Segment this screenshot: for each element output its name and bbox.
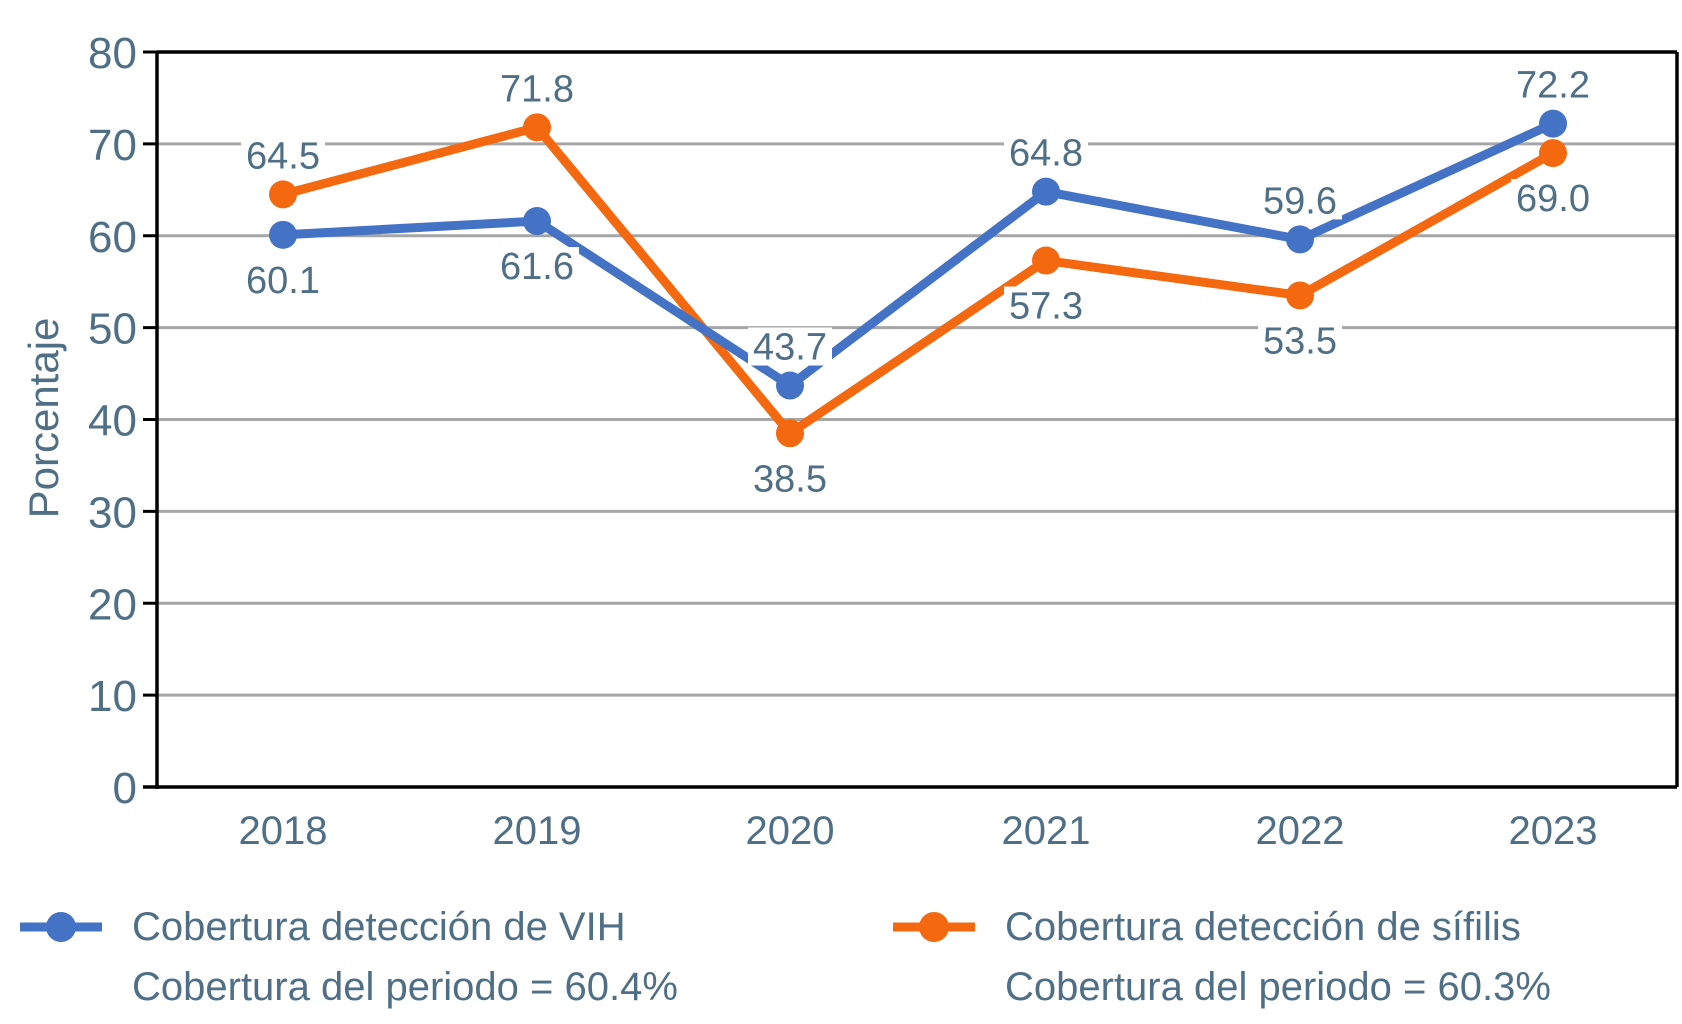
data-point-vih xyxy=(776,371,804,400)
data-label-bg xyxy=(1258,181,1342,220)
legend-label: Cobertura detección de sífilis xyxy=(1005,905,1521,949)
y-tick-label: 50 xyxy=(88,305,137,354)
x-tick-labels: 2018 2019 2020 2021 2022 2023 xyxy=(239,809,1598,853)
x-tick-label: 2018 xyxy=(239,809,328,853)
data-point-sifilis xyxy=(269,180,297,209)
y-tick-label: 0 xyxy=(113,764,137,813)
data-label: 60.1 xyxy=(246,260,320,302)
data-point-vih xyxy=(1032,177,1060,206)
gridlines xyxy=(157,142,1677,697)
data-label-bg xyxy=(241,136,325,175)
legend: Cobertura detección de VIH Cobertura del … xyxy=(20,905,1551,1009)
data-label-bg xyxy=(495,247,579,286)
data-point-sifilis xyxy=(523,113,551,142)
legend-marker-icon xyxy=(919,912,949,942)
legend-subtitle: Cobertura del periodo = 60.4% xyxy=(132,965,678,1009)
y-tick-label: 30 xyxy=(88,488,137,537)
data-label-bg xyxy=(1511,65,1595,104)
data-point-vih xyxy=(269,220,297,249)
y-tick-label: 70 xyxy=(88,121,137,170)
data-label-bg xyxy=(748,459,832,498)
x-tick-label: 2022 xyxy=(1256,809,1345,853)
y-tick-label: 60 xyxy=(88,213,137,262)
data-label: 53.5 xyxy=(1263,320,1337,362)
data-label: 69.0 xyxy=(1516,178,1590,220)
data-point-sifilis xyxy=(776,419,804,448)
data-label-bg xyxy=(241,260,325,299)
y-axis-title: Porcentaje xyxy=(20,318,67,519)
data-point-vih xyxy=(1286,225,1314,254)
y-tick-labels: 0 10 20 30 40 50 60 70 80 xyxy=(88,29,137,813)
series-lines xyxy=(269,109,1567,448)
x-tick-label: 2020 xyxy=(746,809,835,853)
data-label: 38.5 xyxy=(753,458,827,500)
y-tick-label: 80 xyxy=(88,29,137,78)
data-label-bg xyxy=(1004,286,1088,325)
data-label: 59.6 xyxy=(1263,180,1337,222)
data-point-vih xyxy=(523,207,551,236)
data-label: 72.2 xyxy=(1516,65,1590,107)
legend-item-sifilis: Cobertura detección de sífilis Cobertura … xyxy=(893,905,1551,1009)
data-label: 61.6 xyxy=(500,246,574,288)
data-label-bg xyxy=(1004,133,1088,172)
data-label-bg xyxy=(1258,321,1342,360)
y-tick-label: 20 xyxy=(88,580,137,629)
data-label-bg xyxy=(1511,179,1595,218)
legend-subtitle: Cobertura del periodo = 60.3% xyxy=(1005,965,1551,1009)
data-point-sifilis xyxy=(1539,139,1567,168)
data-label: 57.3 xyxy=(1009,286,1083,328)
legend-marker-icon xyxy=(46,912,76,942)
y-tick-label: 10 xyxy=(88,672,137,721)
data-point-sifilis xyxy=(1032,246,1060,275)
data-labels: 60.1 61.6 43.7 64.8 59.6 72.2 64.5 71.8 38.5 57.3… xyxy=(241,65,1595,500)
data-label-bg xyxy=(495,69,579,108)
data-label: 64.5 xyxy=(246,135,320,177)
legend-item-vih: Cobertura detección de VIH Cobertura del … xyxy=(20,905,678,1009)
data-label: 64.8 xyxy=(1009,133,1083,175)
legend-label: Cobertura detección de VIH xyxy=(132,905,626,949)
axes xyxy=(143,50,1679,789)
x-tick-label: 2023 xyxy=(1509,809,1598,853)
data-point-vih xyxy=(1539,109,1567,138)
x-tick-label: 2021 xyxy=(1002,809,1091,853)
data-label: 71.8 xyxy=(500,68,574,110)
series-line-vih xyxy=(282,119,1555,392)
series-line-sifilis xyxy=(281,122,1556,440)
data-point-sifilis xyxy=(1286,281,1314,310)
x-tick-label: 2019 xyxy=(493,809,582,853)
data-label-bg xyxy=(748,327,832,366)
y-tick-label: 40 xyxy=(88,397,137,446)
data-label: 43.7 xyxy=(753,327,827,369)
